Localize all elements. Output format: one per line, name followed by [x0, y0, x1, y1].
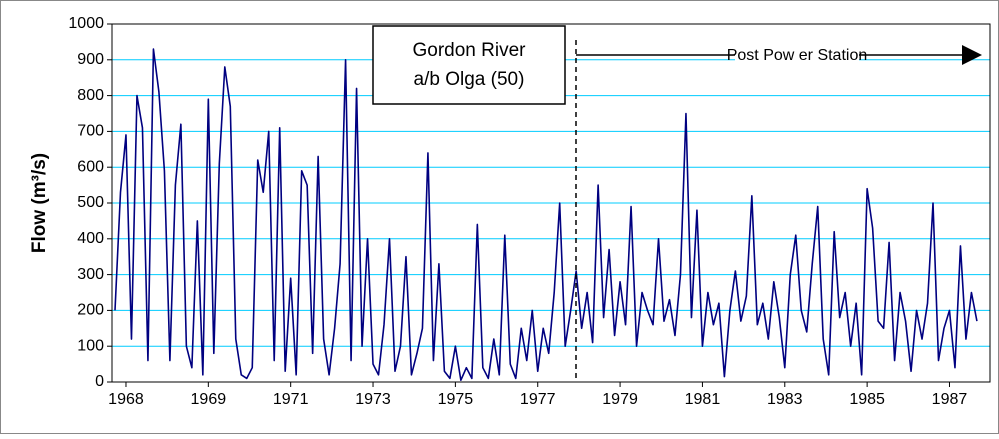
y-tick-label: 900	[77, 51, 104, 68]
x-tick-label: 1968	[108, 391, 144, 408]
x-tick-label: 1973	[355, 391, 391, 408]
x-tick-label: 1987	[932, 391, 968, 408]
x-tick-label: 1979	[602, 391, 638, 408]
x-tick-label: 1977	[520, 391, 556, 408]
y-tick-label: 600	[77, 158, 104, 175]
post-label: Post Pow er Station	[727, 47, 868, 64]
x-tick-label: 1971	[273, 391, 309, 408]
y-tick-label: 0	[95, 373, 104, 390]
x-tick-label: 1983	[767, 391, 803, 408]
plot-area: 0 100 200 300 400 500 600 700 800 900 1000 1968 1969…	[68, 15, 991, 408]
y-tick-label: 500	[77, 194, 104, 211]
y-tick-label: 400	[77, 230, 104, 247]
arrow-head	[962, 45, 982, 65]
x-tick-label: 1981	[685, 391, 721, 408]
station-site: a/b Olga (50)	[414, 69, 525, 90]
x-tick-label: 1969	[191, 391, 227, 408]
station-name: Gordon River	[413, 40, 527, 61]
y-tick-label: 800	[77, 87, 104, 104]
y-tick-label: 700	[77, 123, 104, 140]
label-bg	[735, 47, 859, 63]
y-tick-label: 100	[77, 337, 104, 354]
y-tick-label: 200	[77, 302, 104, 319]
y-axis-title: Flow (m³/s)	[29, 153, 50, 253]
x-tick-label: 1985	[849, 391, 885, 408]
y-tick-label: 300	[77, 266, 104, 283]
x-tick-label: 1975	[438, 391, 474, 408]
flow-line	[114, 48, 978, 382]
y-tick-label: 1000	[68, 15, 104, 32]
station-box	[372, 25, 566, 105]
plot-border	[111, 23, 991, 383]
